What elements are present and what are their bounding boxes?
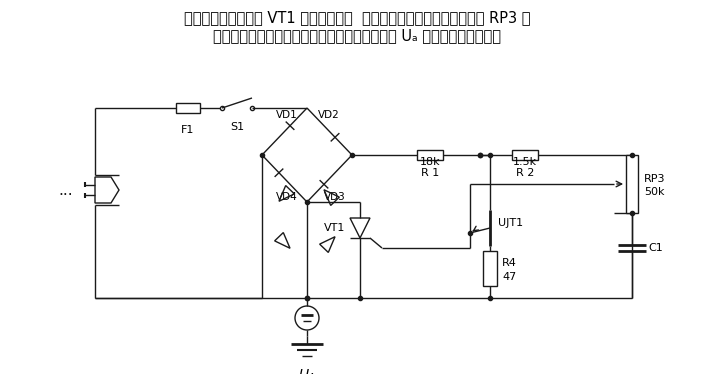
Bar [512, 150, 538, 160]
Text: VD4: VD4 [276, 192, 298, 202]
Text: UJT1: UJT1 [498, 218, 523, 228]
Bar [483, 251, 497, 286]
Text: VT1: VT1 [324, 223, 345, 233]
Text: VD3: VD3 [324, 192, 346, 202]
Text: 可改变晶闸管导通的时刻，并从而控制输出电压 Uₐ 的大小，实现调压。: 可改变晶闸管导通的时刻，并从而控制输出电压 Uₐ 的大小，实现调压。 [213, 28, 501, 43]
Text: 18k: 18k [420, 157, 440, 167]
Text: F1: F1 [182, 125, 194, 135]
Text: VD2: VD2 [318, 110, 340, 120]
Text: R 2: R 2 [516, 168, 534, 178]
Text: RP3: RP3 [644, 174, 666, 184]
Text: S1: S1 [230, 122, 244, 132]
Text: VD1: VD1 [276, 110, 298, 120]
Text: 47: 47 [502, 272, 516, 282]
Text: 50k: 50k [644, 187, 664, 197]
Text: $U_{\rm A}$: $U_{\rm A}$ [297, 368, 316, 374]
Bar [626, 155, 638, 213]
Text: ...: ... [59, 183, 73, 197]
Text: 1.5k: 1.5k [513, 157, 537, 167]
Text: C1: C1 [648, 243, 663, 253]
Bar [417, 150, 443, 160]
Text: R4: R4 [502, 258, 517, 269]
Text: R 1: R 1 [421, 168, 439, 178]
Bar [176, 103, 200, 113]
Text: 电路中，单向晶闸管 VT1 接在整流桥的  一个对角线上。通过调节电位器 RP3 即: 电路中，单向晶闸管 VT1 接在整流桥的 一个对角线上。通过调节电位器 RP3 … [184, 10, 531, 25]
